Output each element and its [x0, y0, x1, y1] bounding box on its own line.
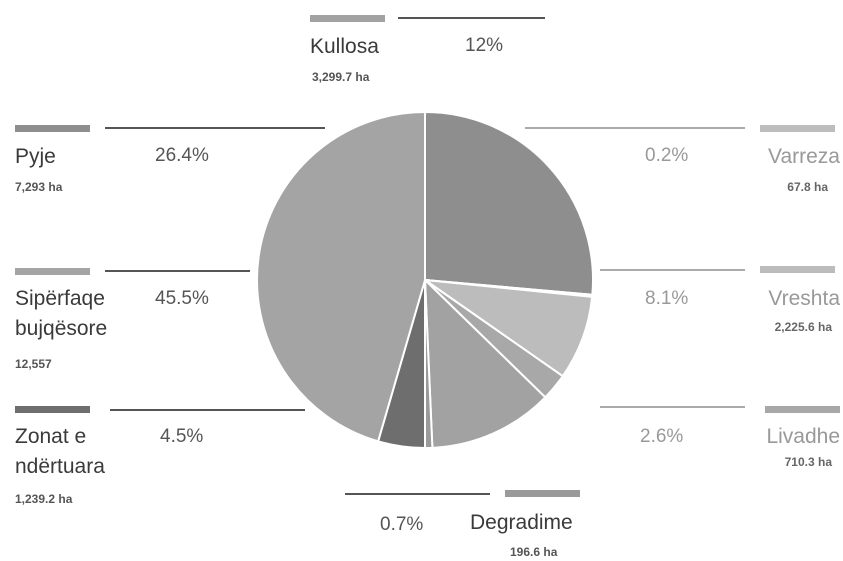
area-label: 2,225.6 ha	[774, 320, 832, 334]
value-label: 26.4%	[155, 145, 209, 166]
category-label: Zonat e ndërtuara	[15, 425, 105, 478]
pie-slice	[424, 110, 594, 296]
pie-slice	[423, 277, 547, 449]
legend-swatch	[15, 406, 90, 413]
category-label: Livadhe	[766, 425, 840, 448]
category-label: Kullosa	[310, 35, 379, 58]
value-label: 0.2%	[645, 145, 689, 166]
legend-swatch	[760, 125, 835, 132]
value-label: 4.5%	[160, 426, 204, 447]
legend-swatch	[15, 125, 90, 132]
legend-swatch	[505, 490, 580, 497]
legend-swatch	[760, 266, 835, 273]
area-label: 12,557	[15, 357, 52, 371]
value-label: 8.1%	[645, 288, 689, 309]
legend-swatch	[310, 15, 385, 22]
area-label: 1,239.2 ha	[15, 492, 73, 506]
category-label: Vreshta	[768, 287, 840, 310]
value-label: 0.7%	[380, 514, 424, 535]
area-label: 196.6 ha	[510, 545, 558, 559]
value-label: 2.6%	[640, 426, 684, 447]
category-label: Varreza	[768, 145, 840, 168]
area-label: 710.3 ha	[784, 455, 832, 469]
area-label: 7,293 ha	[15, 180, 63, 194]
pie-slice	[256, 110, 426, 443]
legend-swatch	[15, 268, 90, 275]
legend-swatch	[765, 406, 840, 413]
value-label: 45.5%	[155, 288, 209, 309]
category-label: Sipërfaqe bujqësore	[15, 287, 108, 340]
area-label: 3,299.7 ha	[312, 70, 370, 84]
category-label: Pyje	[15, 145, 56, 168]
area-label: 67.8 ha	[787, 180, 828, 194]
category-label: Degradime	[470, 511, 573, 534]
value-label: 12%	[465, 35, 504, 56]
